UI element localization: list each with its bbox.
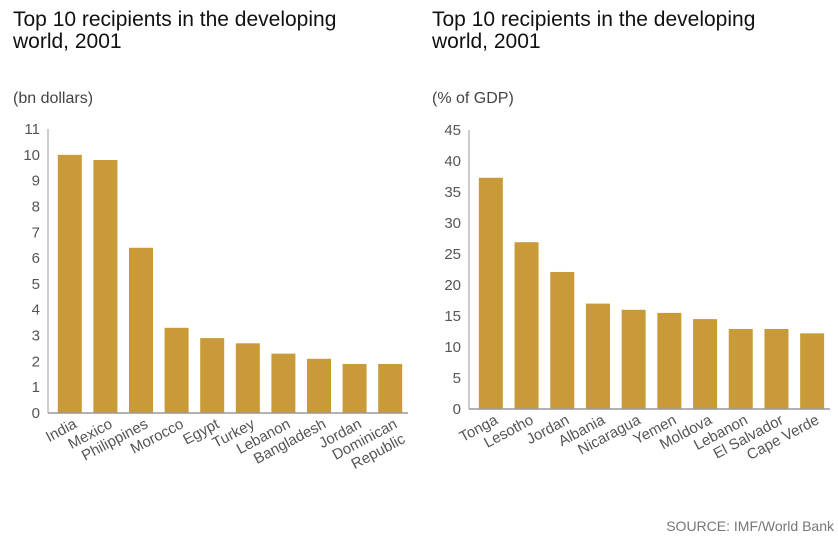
y-tick-label: 6 <box>32 250 40 267</box>
chart-title: Top 10 recipients in the developing worl… <box>432 8 756 53</box>
y-tick-label: 20 <box>444 277 461 294</box>
bar-jordan <box>550 271 575 409</box>
y-tick-label: 9 <box>32 173 40 190</box>
y-tick-label: 0 <box>32 405 40 422</box>
bar-cape-verde <box>800 333 825 409</box>
y-tick-label: 0 <box>453 401 461 418</box>
bar-turkey <box>235 343 260 413</box>
y-tick-label: 3 <box>32 328 40 345</box>
chart-panel-right: Top 10 recipients in the developing worl… <box>419 0 838 520</box>
y-axis-label: (% of GDP) <box>432 90 514 107</box>
bar-albania <box>585 303 610 409</box>
bar-bangladesh <box>307 358 331 413</box>
bar-moldova <box>693 319 718 409</box>
y-tick-label: 7 <box>32 224 40 241</box>
y-tick-label: 25 <box>444 246 461 263</box>
y-tick-label: 4 <box>32 302 40 319</box>
bar-lebanon <box>271 353 296 413</box>
bar-chart-percent-gdp: 051015202530354045TongaLesothoJordanAlba… <box>444 122 830 464</box>
bar-mexico <box>93 159 118 413</box>
y-tick-label: 45 <box>444 122 461 139</box>
bar-chart-bn-dollars: 01234567891011IndiaMexicoPhilippinesMoro… <box>23 121 408 473</box>
y-tick-label: 35 <box>444 184 461 201</box>
bar-jordan <box>342 363 367 413</box>
y-tick-label: 40 <box>444 153 461 170</box>
bar-nicaragua <box>621 309 646 409</box>
bar-morocco <box>164 327 189 413</box>
chart-panel-left: Top 10 recipients in the developing worl… <box>0 0 419 520</box>
bar-tonga <box>478 177 503 409</box>
y-tick-label: 10 <box>23 147 40 164</box>
bar-yemen <box>657 312 682 409</box>
y-tick-label: 2 <box>32 353 40 370</box>
y-tick-label: 1 <box>32 379 40 396</box>
chart-title: Top 10 recipients in the developing worl… <box>13 8 337 53</box>
y-tick-label: 5 <box>453 370 461 387</box>
y-tick-label: 11 <box>24 121 40 138</box>
y-axis-label: (bn dollars) <box>13 90 94 107</box>
bar-lebanon <box>728 329 753 409</box>
bar-el-salvador <box>764 329 789 409</box>
y-tick-label: 10 <box>444 339 461 356</box>
y-tick-label: 30 <box>444 215 461 232</box>
bar-lesotho <box>514 242 539 409</box>
source-note: SOURCE: IMF/World Bank <box>666 518 834 534</box>
bar-egypt <box>200 338 225 413</box>
bar-india <box>57 154 82 413</box>
bar-dominican-republic <box>378 363 403 413</box>
bar-philippines <box>129 247 153 413</box>
y-tick-label: 5 <box>32 276 40 293</box>
y-tick-label: 8 <box>32 198 40 215</box>
y-tick-label: 15 <box>444 308 461 325</box>
